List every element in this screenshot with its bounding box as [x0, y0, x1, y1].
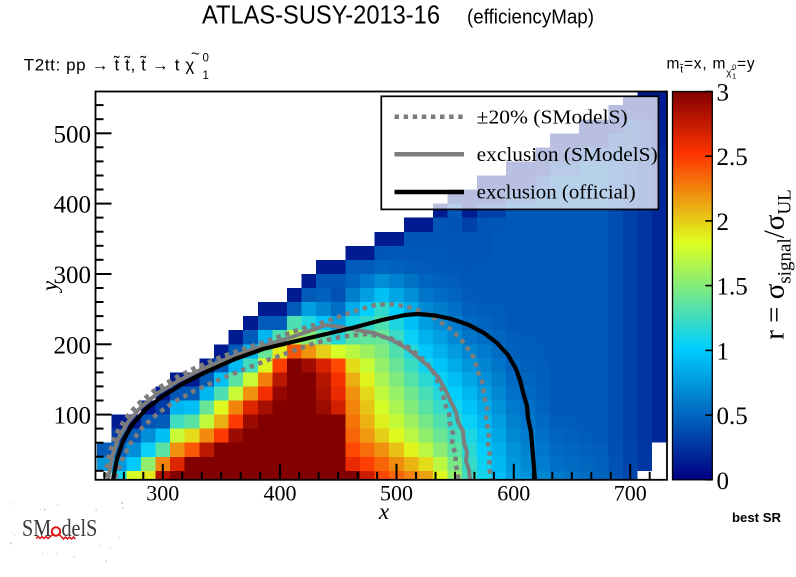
- svg-text:500: 500: [380, 481, 413, 506]
- svg-text:x: x: [378, 499, 390, 524]
- svg-text:~: ~: [191, 46, 200, 63]
- svg-text:0: 0: [203, 53, 209, 65]
- svg-text:0: 0: [717, 468, 730, 495]
- svg-text:700: 700: [614, 481, 647, 506]
- svg-text:r = σsignal/σUL: r = σsignal/σUL: [759, 189, 796, 340]
- svg-text:T2tt: pp → t̃ t̃, t̃ → t χ: T2tt: pp → t̃ t̃, t̃ → t χ: [24, 55, 195, 74]
- svg-text:2: 2: [717, 209, 730, 236]
- svg-text:2.5: 2.5: [717, 144, 748, 171]
- svg-text:(efficiencyMap): (efficiencyMap): [467, 7, 594, 29]
- svg-text:1: 1: [203, 70, 209, 82]
- svg-text:300: 300: [54, 262, 92, 289]
- svg-text:exclusion (SModelS): exclusion (SModelS): [477, 145, 658, 166]
- svg-text:0.5: 0.5: [717, 403, 748, 430]
- svg-text:400: 400: [54, 192, 92, 219]
- svg-text:400: 400: [264, 481, 297, 506]
- svg-text:ATLAS-SUSY-2013-16: ATLAS-SUSY-2013-16: [202, 0, 440, 30]
- svg-text:3: 3: [717, 80, 730, 107]
- svg-text:100: 100: [54, 403, 92, 430]
- svg-text:exclusion (official): exclusion (official): [477, 183, 636, 204]
- svg-text:delS: delS: [61, 514, 97, 541]
- svg-text:500: 500: [54, 121, 92, 148]
- svg-text:best SR: best SR: [732, 510, 782, 525]
- svg-text:200: 200: [54, 332, 92, 359]
- svg-text:1.5: 1.5: [717, 274, 748, 301]
- svg-text:1: 1: [717, 338, 730, 365]
- svg-text:600: 600: [497, 481, 530, 506]
- svg-text:±20% (SModelS): ±20% (SModelS): [477, 108, 628, 129]
- svg-text:300: 300: [146, 481, 179, 506]
- svg-text:y: y: [37, 280, 62, 293]
